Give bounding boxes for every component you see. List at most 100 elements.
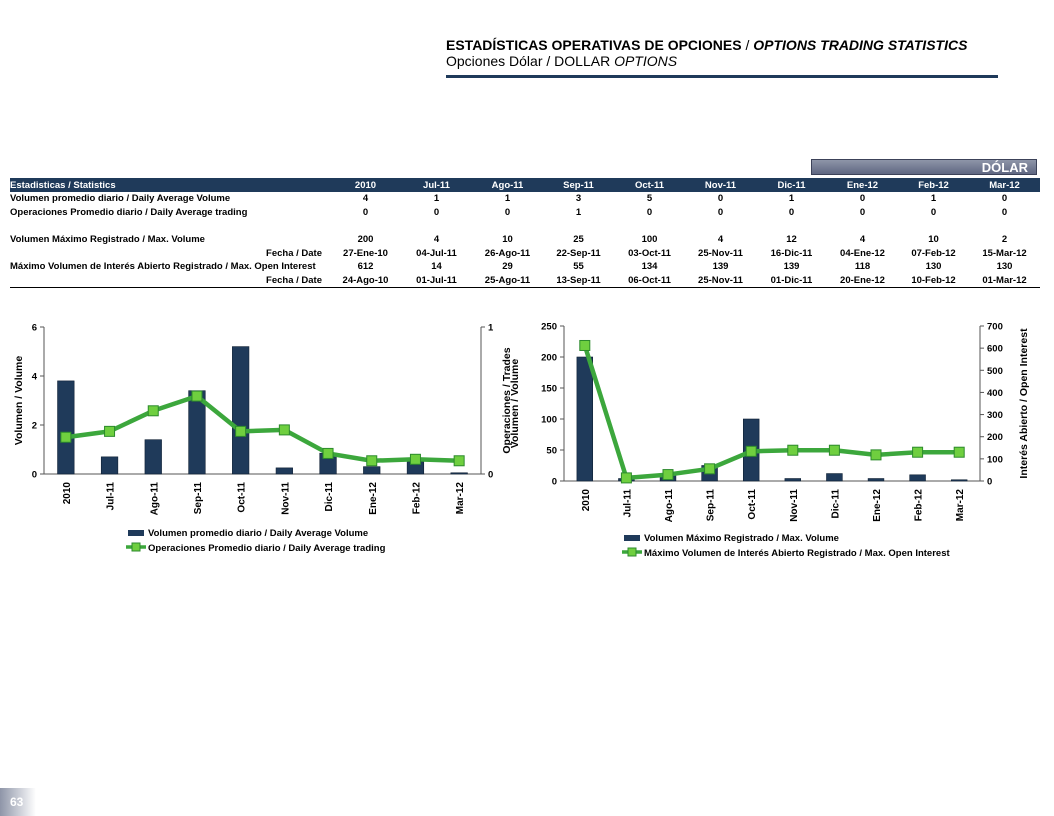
series-line	[582, 344, 960, 481]
table-cell: 1	[504, 193, 511, 205]
table-column-header: Mar-12	[969, 178, 1040, 192]
right-tick-label: 300	[987, 410, 1003, 421]
table-cell: 5	[646, 193, 653, 205]
table-spacer-row	[10, 219, 1040, 233]
category-label: Ago-11	[664, 489, 675, 523]
table-column-header: 2010	[330, 178, 401, 192]
line-marker	[147, 405, 159, 417]
right-tick-label: 0	[488, 470, 493, 481]
line-marker	[409, 453, 421, 465]
table-column-header: Ene-12	[827, 178, 898, 192]
table-row: Operaciones Promedio diario / Daily Aver…	[10, 206, 1040, 220]
bar	[784, 478, 802, 482]
table-cell: 0	[859, 206, 866, 218]
table-cell: 0	[717, 193, 724, 205]
table-cell: 130	[996, 261, 1013, 273]
line-marker	[278, 424, 290, 436]
table-cell: 0	[788, 206, 795, 218]
table-cell: 22-Sep-11	[556, 247, 601, 259]
title-separator: /	[741, 37, 754, 53]
category-label: Ene-12	[872, 489, 883, 522]
table-row: Máximo Volumen de Interés Abierto Regist…	[10, 260, 1040, 274]
category-label: Mar-12	[455, 482, 466, 515]
left-tick-label: 4	[32, 372, 38, 383]
line-marker	[104, 425, 116, 437]
line-marker	[620, 472, 632, 484]
line-marker	[870, 449, 882, 461]
right-axis-title: Interés Abierto / Open Interest	[1018, 328, 1030, 479]
table-cell: 0	[859, 193, 866, 205]
page-number: 63	[0, 788, 36, 816]
header-rule	[446, 75, 998, 78]
legend-bar-swatch	[128, 530, 144, 536]
right-axis-title: Operaciones / Trades	[501, 347, 513, 453]
table-cell: 0	[433, 206, 440, 218]
table-cell: 118	[854, 261, 871, 273]
category-label: Dic-11	[830, 489, 841, 519]
category-label: Oct-11	[237, 482, 248, 513]
table-cell: 100	[641, 234, 658, 246]
table-cell: 01-Dic-11	[756, 273, 827, 288]
table-row-label: Volumen promedio diario / Daily Average …	[10, 193, 231, 205]
right-tick-label: 600	[987, 344, 1003, 355]
table-cell: 0	[930, 206, 937, 218]
left-tick-label: 2	[32, 421, 37, 432]
category-label: Ene-12	[368, 482, 379, 515]
table-row-label: Máximo Volumen de Interés Abierto Regist…	[10, 261, 316, 273]
line-marker	[322, 447, 334, 459]
legend-bar-label: Volumen promedio diario / Daily Average …	[148, 528, 368, 539]
table-row-label: Volumen Máximo Registrado / Max. Volume	[10, 234, 205, 246]
left-axis-title: Volumen / Volume	[509, 359, 521, 449]
line-marker	[787, 444, 799, 456]
category-label: Nov-11	[789, 489, 800, 522]
bar	[576, 356, 594, 482]
table-cell: 55	[573, 261, 584, 273]
category-label: 2010	[581, 489, 592, 512]
left-tick-label: 0	[552, 477, 557, 488]
line-marker	[579, 339, 591, 351]
line-marker	[60, 431, 72, 443]
right-tick-label: 500	[987, 366, 1003, 377]
right-tick-label: 200	[987, 432, 1003, 443]
table-cell: 25-Nov-11	[685, 273, 756, 288]
table-header-label: Estadisticas / Statistics	[10, 178, 330, 192]
chart-max-volume: 0 50 100 150 200 250 0 100 200 300 400 500 600 700 Vol…	[509, 322, 1030, 560]
line-marker	[453, 455, 465, 467]
table-cell: 26-Ago-11	[484, 247, 531, 259]
table-cell: 07-Feb-12	[911, 247, 956, 259]
category-label: Sep-11	[706, 489, 717, 522]
table-column-header: Dic-11	[756, 178, 827, 192]
legend-line-marker	[131, 542, 141, 552]
table-cell: 12	[786, 234, 797, 246]
table-cell: 134	[641, 261, 658, 273]
page-header: ESTADÍSTICAS OPERATIVAS DE OPCIONES / OP…	[446, 37, 998, 69]
left-tick-label: 0	[32, 470, 37, 481]
table-cell: 4	[717, 234, 724, 246]
category-label: Jul-11	[106, 482, 117, 511]
right-tick-label: 700	[987, 322, 1003, 333]
title-spanish: ESTADÍSTICAS OPERATIVAS DE OPCIONES	[446, 37, 742, 53]
table-row-label: Fecha / Date	[266, 247, 322, 259]
left-tick-label: 6	[32, 323, 37, 334]
bar	[950, 479, 968, 482]
table-cell: 14	[431, 261, 442, 273]
bar	[867, 478, 885, 482]
right-tick-label: 400	[987, 388, 1003, 399]
table-cell: 24-Ago-10	[330, 273, 401, 288]
table-cell: 1	[433, 193, 440, 205]
table-cell: 27-Ene-10	[343, 247, 388, 259]
category-label: Jul-11	[622, 489, 633, 518]
table-cell: 612	[357, 261, 374, 273]
table-cell: 1	[788, 193, 795, 205]
category-label: Nov-11	[280, 482, 291, 515]
category-label: Dic-11	[324, 482, 335, 512]
table-cell: 04-Ene-12	[840, 247, 885, 259]
table-cell: 1	[575, 206, 582, 218]
table-column-header: Ago-11	[472, 178, 543, 192]
right-tick-label: 1	[488, 323, 494, 334]
left-tick-label: 100	[541, 415, 557, 426]
line-marker	[745, 445, 757, 457]
table-cell: 1	[930, 193, 937, 205]
table-column-header: Oct-11	[614, 178, 685, 192]
table-cell: 03-Oct-11	[628, 247, 671, 259]
